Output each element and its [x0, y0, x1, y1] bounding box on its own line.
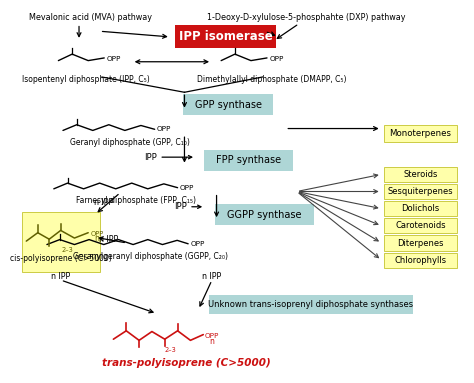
Text: n: n [94, 234, 99, 243]
FancyBboxPatch shape [183, 94, 273, 115]
Text: n: n [210, 337, 215, 346]
FancyBboxPatch shape [384, 184, 457, 199]
Text: cis-polyisoprene (C>5000): cis-polyisoprene (C>5000) [10, 254, 111, 263]
FancyBboxPatch shape [384, 125, 457, 141]
Text: OPP: OPP [205, 333, 219, 339]
Text: GGPP synthase: GGPP synthase [228, 210, 302, 219]
Text: Geranyl diphosphate (GPP, C₁₀): Geranyl diphosphate (GPP, C₁₀) [70, 138, 190, 147]
Text: IPP: IPP [144, 153, 157, 162]
Text: 2–3: 2–3 [165, 347, 177, 353]
Text: Geranylgeranyl diphosphate (GGPP, C₂₀): Geranylgeranyl diphosphate (GGPP, C₂₀) [73, 252, 228, 261]
Text: OPP: OPP [180, 185, 194, 191]
Text: Isopentenyl diphosphate (IPP, C₅): Isopentenyl diphosphate (IPP, C₅) [22, 75, 150, 84]
Text: OPP: OPP [107, 56, 121, 62]
FancyBboxPatch shape [384, 218, 457, 234]
Text: IPP isomerase: IPP isomerase [179, 30, 273, 43]
Text: n IPP: n IPP [94, 198, 113, 207]
Text: Sesquiterpenes: Sesquiterpenes [388, 187, 454, 196]
Text: FPP synthase: FPP synthase [216, 155, 281, 165]
FancyBboxPatch shape [384, 252, 457, 268]
Text: OPP: OPP [269, 56, 283, 62]
FancyBboxPatch shape [204, 149, 293, 170]
Text: OPP: OPP [157, 126, 171, 132]
Text: Chlorophylls: Chlorophylls [394, 256, 447, 265]
Text: OPP: OPP [191, 241, 205, 247]
Text: Unknown trans-isoprenyl diphosphate synthases: Unknown trans-isoprenyl diphosphate synt… [208, 300, 413, 309]
Text: Steroids: Steroids [403, 170, 438, 179]
FancyBboxPatch shape [22, 213, 100, 272]
Text: n IPP: n IPP [99, 235, 118, 244]
Text: Dolichols: Dolichols [401, 204, 440, 213]
Text: Diterpenes: Diterpenes [397, 239, 444, 247]
FancyBboxPatch shape [384, 236, 457, 250]
Text: GPP synthase: GPP synthase [194, 100, 262, 110]
Text: 2–3: 2–3 [62, 247, 73, 252]
FancyBboxPatch shape [175, 26, 276, 48]
FancyBboxPatch shape [384, 201, 457, 216]
FancyBboxPatch shape [215, 204, 314, 225]
Text: Carotenoids: Carotenoids [395, 221, 446, 230]
FancyBboxPatch shape [209, 295, 412, 314]
FancyBboxPatch shape [384, 167, 457, 182]
Text: Monoterpenes: Monoterpenes [390, 129, 452, 137]
Text: trans-polyisoprene (C>5000): trans-polyisoprene (C>5000) [102, 358, 271, 368]
Text: Farnesyl diphosphate (FPP, C₁₅): Farnesyl diphosphate (FPP, C₁₅) [76, 196, 196, 205]
Text: n IPP: n IPP [202, 272, 222, 281]
Text: Dimethylallyl diphosphate (DMAPP, C₅): Dimethylallyl diphosphate (DMAPP, C₅) [197, 75, 346, 84]
Text: n IPP: n IPP [51, 272, 70, 281]
Text: OPP: OPP [91, 231, 104, 237]
Text: Mevalonic acid (MVA) pathway: Mevalonic acid (MVA) pathway [28, 13, 152, 22]
Text: IPP: IPP [174, 202, 187, 211]
Text: 1-Deoxy-D-xylulose-5-phosphahte (DXP) pathway: 1-Deoxy-D-xylulose-5-phosphahte (DXP) pa… [208, 13, 406, 22]
